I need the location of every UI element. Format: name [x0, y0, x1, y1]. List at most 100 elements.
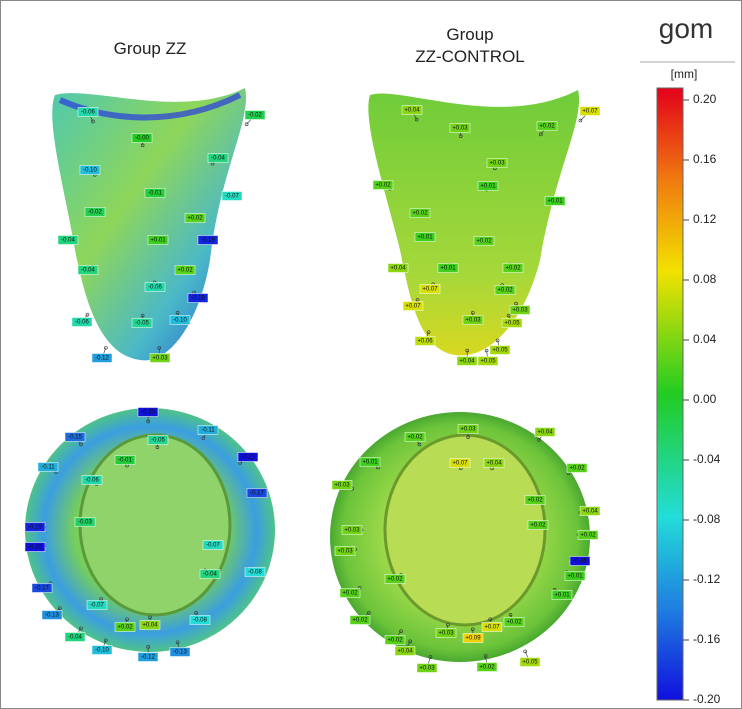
label-box — [244, 567, 266, 577]
deviation-label: -0.07 — [206, 543, 220, 549]
label-box — [169, 315, 191, 325]
deviation-label: +0.02 — [530, 523, 546, 529]
deviation-label: -0.06 — [81, 110, 95, 116]
deviation-label: -0.04 — [68, 635, 82, 641]
label-box — [341, 525, 363, 535]
probe-point — [514, 301, 518, 306]
deviation-label: +0.02 — [527, 498, 543, 504]
deviation-label: +0.03 — [152, 356, 168, 362]
deviation-label: +0.04 — [142, 623, 158, 629]
label-box — [419, 284, 441, 294]
deviation-label: +0.02 — [387, 577, 403, 583]
deviation-label: +0.02 — [476, 239, 492, 245]
label-box — [501, 318, 523, 328]
annotations: 0.20 0.16 0.12 0.08 0.04 0.00 -0.04 -0.08 -0.12 -… — [24, 92, 721, 706]
label-box — [577, 530, 599, 540]
label-box — [187, 293, 209, 303]
label-box — [24, 542, 46, 552]
deviation-label: -0.04 — [203, 572, 217, 578]
probe-point — [85, 312, 90, 317]
deviation-label: +0.02 — [352, 618, 368, 624]
deviation-label: -0.12 — [141, 655, 155, 661]
deviation-label: +0.03 — [452, 126, 468, 132]
label-box — [77, 265, 99, 275]
label-box — [131, 133, 153, 143]
deviation-label: +0.04 — [397, 649, 413, 655]
label-box — [77, 107, 99, 117]
deviation-label: +0.03 — [334, 483, 350, 489]
label-box — [137, 652, 159, 662]
label-box — [91, 353, 113, 363]
label-box — [31, 583, 53, 593]
probe-point — [146, 645, 150, 649]
label-box — [114, 622, 136, 632]
probe-point — [446, 622, 450, 627]
deviation-label: +0.02 — [117, 625, 133, 631]
probe-point — [366, 610, 371, 615]
deviation-label: +0.02 — [539, 124, 555, 130]
probe-point — [537, 438, 541, 442]
deviation-label: +0.07 — [452, 461, 468, 467]
label-box — [331, 480, 353, 490]
deviation-label: +0.02 — [506, 620, 522, 626]
deviation-label: -0.20 — [28, 545, 42, 551]
deviation-label: +0.06 — [417, 339, 433, 345]
label-box — [37, 462, 59, 472]
label-box — [384, 574, 406, 584]
deviation-label: -0.04 — [211, 156, 225, 162]
deviation-label: -0.19 — [28, 525, 42, 531]
deviation-label: +0.03 — [489, 161, 505, 167]
label-box — [502, 263, 524, 273]
label-box — [189, 615, 211, 625]
deviation-label: -0.13 — [45, 613, 59, 619]
probe-point — [508, 612, 513, 617]
deviation-label: -0.04 — [81, 268, 95, 274]
tick-label: -0.12 — [693, 572, 721, 586]
deviation-label: +0.02 — [342, 591, 358, 597]
deviation-label: -0.10 — [83, 168, 97, 174]
probe-point — [155, 445, 160, 450]
label-box — [334, 546, 356, 556]
deviation-label: +0.01 — [417, 235, 433, 241]
tick-label: -0.16 — [693, 632, 721, 646]
label-box — [402, 301, 424, 311]
logo: gom — [659, 13, 713, 44]
deviation-label: +0.05 — [480, 359, 496, 365]
label-box — [483, 458, 505, 468]
label-box — [462, 633, 484, 643]
label-box — [579, 106, 601, 116]
label-box — [147, 235, 169, 245]
tick-label: -0.04 — [693, 452, 721, 466]
probe-point — [175, 640, 180, 645]
label-box — [394, 646, 416, 656]
probe-point — [91, 119, 95, 124]
probe-point — [157, 345, 161, 350]
deviation-label: -0.10 — [173, 318, 187, 324]
probe-point — [201, 436, 206, 440]
label-box — [221, 191, 243, 201]
deviation-label: +0.04 — [486, 461, 502, 467]
deviation-label: +0.01 — [547, 199, 563, 205]
probe-point — [465, 348, 470, 353]
label-box — [372, 180, 394, 190]
probe-point — [140, 313, 145, 318]
deviation-label: +0.02 — [375, 183, 391, 189]
tick-label: 0.00 — [693, 392, 717, 406]
label-box — [114, 455, 136, 465]
panel-title: Group ZZ — [114, 39, 187, 58]
label-box — [197, 425, 219, 435]
label-box — [64, 632, 86, 642]
label-box — [74, 517, 96, 527]
scan-inner — [383, 433, 547, 627]
probe-point — [146, 419, 150, 424]
probe-point — [58, 606, 62, 611]
label-box — [169, 647, 191, 657]
deviation-label: +0.04 — [459, 359, 475, 365]
deviation-label: -0.05 — [135, 321, 149, 327]
probe-point — [488, 617, 493, 622]
label-box — [184, 213, 206, 223]
probe-point — [470, 627, 475, 632]
deviation-label: +0.02 — [569, 466, 585, 472]
probe-point — [399, 629, 403, 634]
label-box — [24, 522, 46, 532]
